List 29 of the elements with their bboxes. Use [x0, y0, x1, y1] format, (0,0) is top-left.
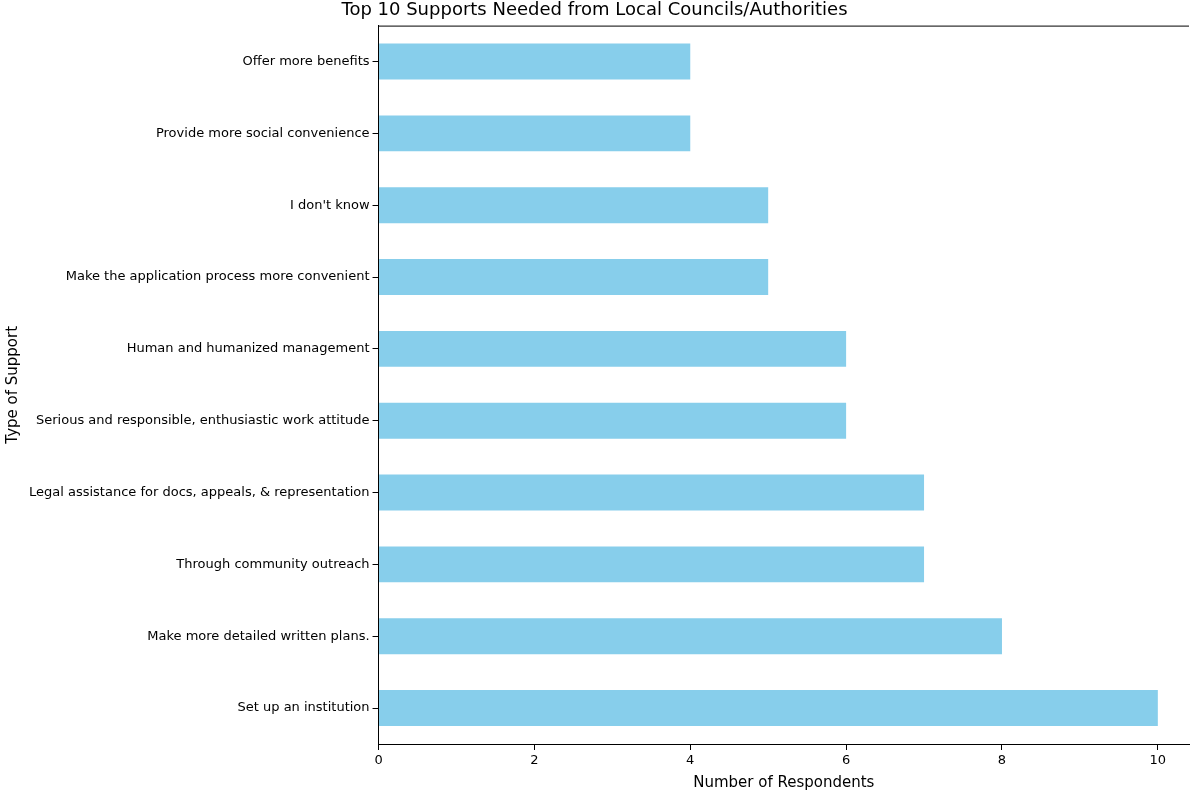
y-tick-label: I don't know: [289, 196, 370, 212]
chart-title: Top 10 Supports Needed from Local Councils/Authorities: [340, 0, 848, 20]
x-tick-label: 4: [686, 751, 695, 767]
y-tick-label: Make more detailed written plans.: [147, 627, 370, 643]
x-tick-label: 0: [374, 751, 383, 767]
x-tick-label: 8: [997, 751, 1007, 767]
y-axis-title: Type of Support: [2, 325, 21, 445]
bar: [379, 259, 769, 295]
bar: [379, 115, 691, 152]
x-tick-label: 2: [530, 751, 539, 767]
x-tick-label: 6: [841, 751, 851, 767]
bar: [379, 402, 847, 439]
bar: [379, 690, 1158, 727]
bar: [379, 330, 847, 367]
y-tick-label: Through community outreach: [175, 555, 370, 571]
y-tick-label: Human and humanized management: [126, 340, 370, 356]
y-tick-label: Legal assistance for docs, appeals, & representation: [29, 483, 370, 499]
y-tick-label: Serious and responsible, enthusiastic work attitude: [35, 412, 370, 428]
bar: [379, 618, 1002, 655]
y-tick-label: Make the application process more convenient: [65, 268, 370, 284]
y-tick-label: Offer more benefits: [242, 52, 370, 68]
bar: [379, 43, 691, 80]
x-tick-label: 10: [1149, 751, 1167, 767]
y-tick-label: Provide more social convenience: [155, 124, 370, 140]
x-axis-title: Number of Respondents: [693, 772, 875, 791]
bar: [379, 546, 925, 583]
bar: [379, 187, 769, 224]
y-tick-label: Set up an institution: [237, 699, 370, 715]
bar: [379, 474, 925, 511]
